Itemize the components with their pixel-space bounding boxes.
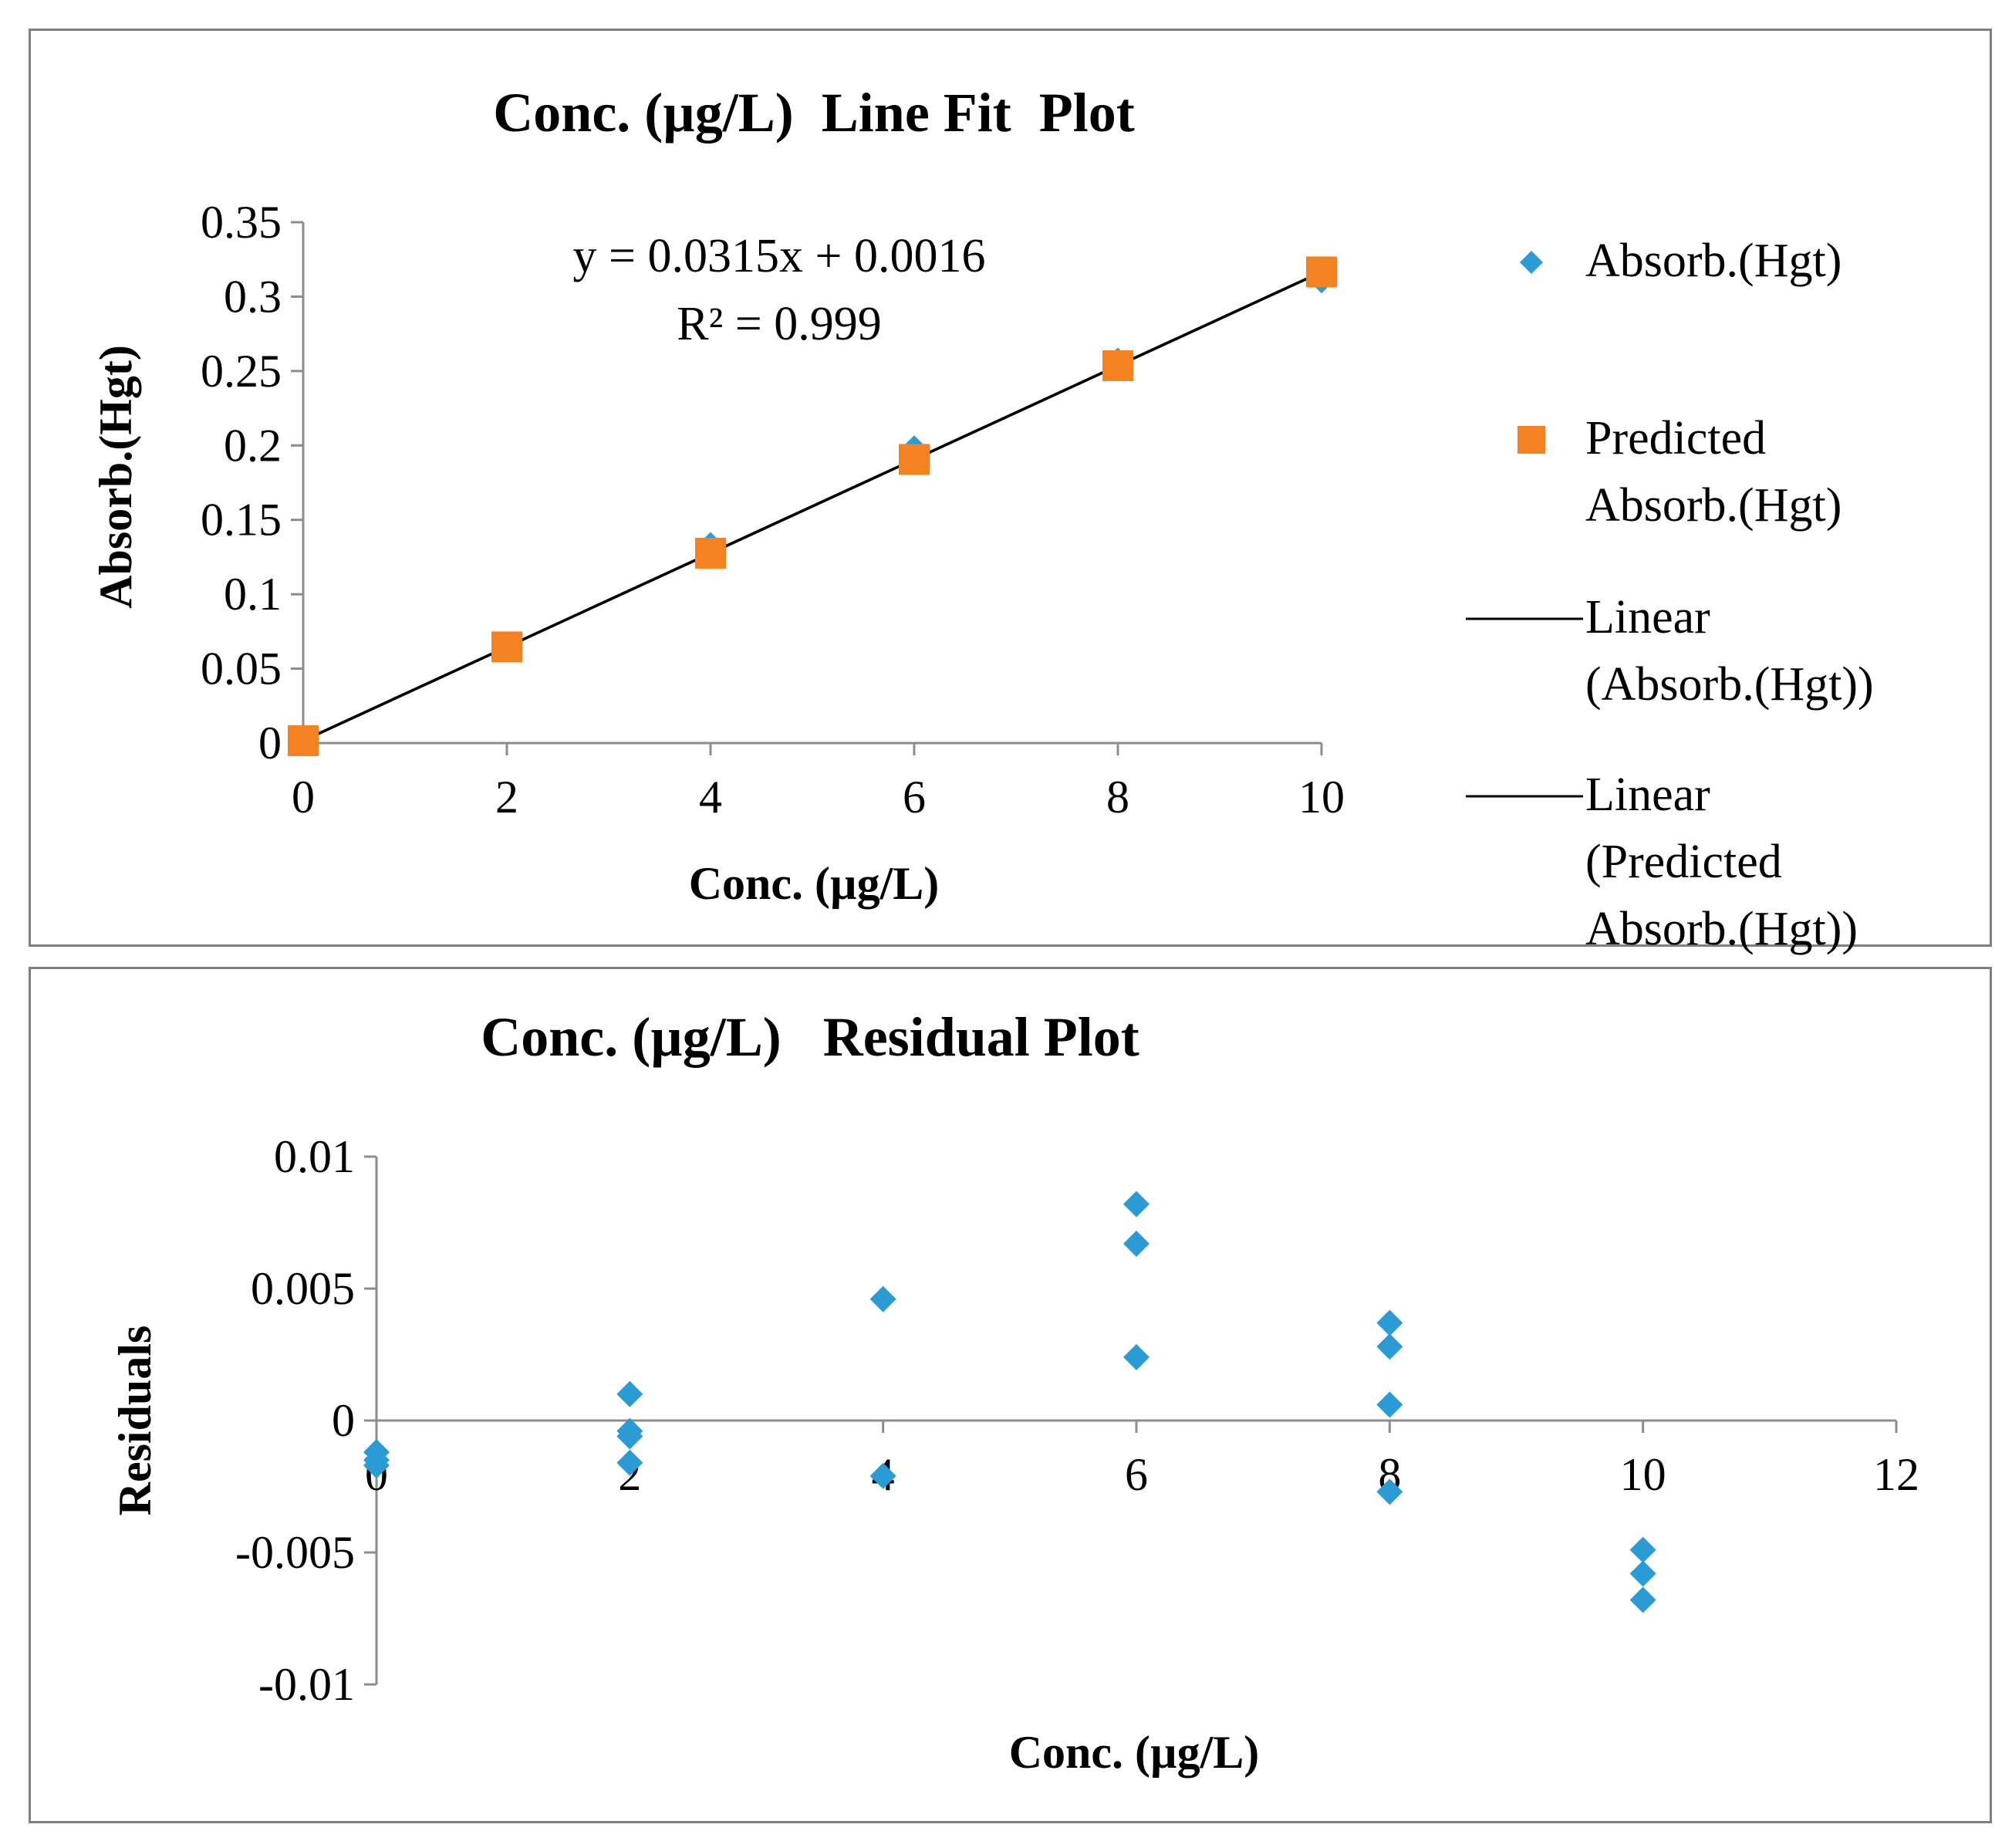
legend: Absorb.(Hgt) Predicted Absorb.(Hgt) Linear (…	[1466, 235, 1874, 955]
chart-title: Conc. (µg/L) Line Fit Plot	[493, 82, 1134, 144]
predicted-point	[1102, 350, 1133, 381]
legend-label: Absorb.(Hgt)	[1585, 235, 1842, 287]
legend-label: Linear	[1585, 591, 1710, 644]
chart-title: Conc. (µg/L) Residual Plot	[481, 1006, 1139, 1068]
residual-point	[1123, 1343, 1149, 1370]
legend-item: Linear (Absorb.(Hgt))	[1466, 591, 1874, 711]
residual-point	[869, 1462, 896, 1489]
residual-point	[1376, 1333, 1403, 1360]
x-tick-label: 4	[699, 772, 722, 823]
trendlines	[302, 270, 1322, 742]
y-tick-label: -0.005	[235, 1527, 355, 1578]
trendline-equation: y = 0.0315x + 0.0016	[573, 230, 986, 282]
trendline	[302, 270, 1322, 742]
predicted-point	[1306, 256, 1337, 288]
x-axis-title: Conc. (µg/L)	[689, 858, 940, 909]
residual-point	[616, 1449, 643, 1476]
residual-point	[1123, 1191, 1149, 1218]
line-fit-chart-panel: Conc. (µg/L) Line Fit Plot Conc. (µg/L) …	[29, 29, 1992, 955]
predicted-point	[491, 631, 522, 663]
residual-point	[616, 1423, 643, 1450]
axes	[364, 1155, 1898, 1686]
residual-point	[1376, 1391, 1403, 1418]
legend-label: (Absorb.(Hgt))	[1585, 658, 1874, 711]
predicted-point	[695, 537, 726, 569]
x-tick-label: 10	[1298, 772, 1345, 823]
residual-point	[869, 1285, 896, 1313]
legend-symbol-square	[1517, 426, 1545, 454]
x-tick-label: 6	[1125, 1449, 1148, 1500]
predicted-point	[288, 725, 319, 756]
y-tick-label: 0.35	[201, 197, 282, 248]
x-tick-label: 2	[495, 772, 518, 823]
legend-item: Linear (Predicted Absorb.(Hgt))	[1466, 769, 1858, 955]
x-tick-label: 6	[903, 772, 926, 823]
y-tick-label: 0.1	[224, 569, 282, 620]
y-tick-label: 0.05	[201, 644, 282, 694]
residual-chart: Conc. (µg/L) Residual Plot Conc. (µg/L) …	[110, 1006, 1919, 1778]
residual-point	[616, 1380, 643, 1407]
residual-chart-panel: Conc. (µg/L) Residual Plot Conc. (µg/L) …	[29, 967, 1992, 1823]
tick-labels: 0 0.05 0.1 0.15 0.2 0.25 0.3 0.35 0 2 4 6 8 10	[201, 197, 1345, 823]
y-tick-label: 0.3	[224, 271, 282, 322]
x-tick-label: 8	[1106, 772, 1129, 823]
data-points	[288, 256, 1337, 756]
x-tick-label: 0	[292, 772, 315, 823]
predicted-point	[899, 444, 930, 475]
y-tick-label: 0	[258, 718, 282, 769]
y-axis-title: Absorb.(Hgt)	[90, 345, 141, 609]
data-points	[363, 1191, 1656, 1613]
legend-label: Absorb.(Hgt))	[1585, 903, 1858, 955]
line-fit-chart: Conc. (µg/L) Line Fit Plot Conc. (µg/L) …	[90, 82, 1874, 955]
residual-point	[363, 1452, 390, 1479]
legend-label: (Predicted	[1585, 836, 1782, 888]
residual-point	[1629, 1536, 1656, 1563]
residual-point	[1629, 1560, 1656, 1587]
r-squared-label: R² = 0.999	[677, 298, 881, 350]
y-tick-label: 0.01	[274, 1131, 355, 1182]
legend-item: Predicted Absorb.(Hgt)	[1517, 412, 1842, 532]
legend-label: Absorb.(Hgt)	[1585, 479, 1842, 532]
legend-label: Linear	[1585, 769, 1710, 821]
residual-point	[1629, 1586, 1656, 1613]
x-tick-label: 12	[1873, 1449, 1919, 1500]
axes	[291, 221, 1323, 755]
y-tick-label: 0.005	[251, 1263, 355, 1314]
legend-symbol-diamond	[1520, 251, 1543, 274]
y-tick-label: 0.25	[201, 346, 282, 397]
y-tick-label: 0	[332, 1395, 355, 1446]
x-tick-label: 10	[1620, 1449, 1666, 1500]
y-tick-label: 0.15	[201, 495, 282, 546]
y-tick-label: 0.2	[224, 420, 282, 471]
legend-item: Absorb.(Hgt)	[1520, 235, 1842, 287]
residual-point	[1123, 1230, 1149, 1257]
residual-point	[1376, 1478, 1403, 1505]
residual-point	[1376, 1309, 1403, 1336]
x-axis-title: Conc. (µg/L)	[1009, 1727, 1260, 1778]
legend-label: Predicted	[1585, 412, 1766, 465]
y-axis-title: Residuals	[110, 1326, 160, 1516]
y-tick-label: -0.01	[258, 1659, 355, 1710]
